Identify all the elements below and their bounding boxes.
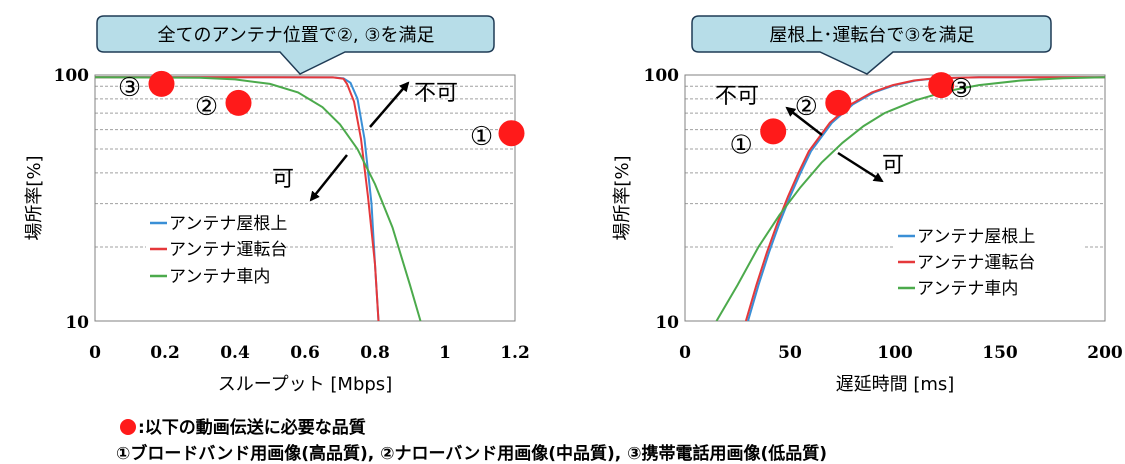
left-x-tick-label: 0 <box>89 343 101 363</box>
right-markers: ① ② ③ <box>730 72 973 160</box>
right-requirement-dot-1 <box>760 118 787 145</box>
left-markers: ① ② ③ <box>118 70 525 152</box>
left-chart: ① ② ③ 100 10 0 0.2 0.4 0.6 0.8 1 1.2 スループット [Mbp… <box>24 15 530 395</box>
right-x-tick-label: 50 <box>778 343 802 363</box>
left-y-tick-100: 100 <box>54 66 90 86</box>
left-requirement-label-1: ① <box>470 122 493 152</box>
red-dot-icon <box>120 419 136 435</box>
left-requirement-label-3: ③ <box>118 73 141 103</box>
left-annotations: 不可 可 <box>272 81 458 202</box>
left-annotation-ng: 不可 <box>414 81 458 106</box>
left-x-axis-label: スループット [Mbps] <box>218 374 392 395</box>
footnote-text-2: ①ブロードバンド用画像(高品質), ②ナローバンド用画像(中品質), ③携帯電話… <box>116 444 828 464</box>
left-y-tick-10: 10 <box>65 313 89 333</box>
left-series-line-2 <box>95 76 380 321</box>
right-x-ticks: 0 50 100 150 200 <box>679 343 1123 363</box>
left-legend: アンテナ屋根上 アンテナ運転台 アンテナ車内 <box>146 208 287 300</box>
right-legend: アンテナ屋根上 アンテナ運転台 アンテナ車内 <box>894 220 1084 308</box>
right-requirement-label-1: ① <box>730 130 753 160</box>
right-legend-label-car: アンテナ車内 <box>917 279 1018 299</box>
right-arrow-ng <box>785 106 823 136</box>
right-y-axis-label: 場所率[%] <box>612 155 633 240</box>
left-arrow-ok <box>309 154 348 202</box>
right-requirement-label-2: ② <box>795 92 818 122</box>
left-series <box>95 76 422 321</box>
left-legend-box <box>146 208 286 300</box>
left-x-tick-label: 1 <box>439 343 451 363</box>
left-callout: 全てのアンテナ位置で②, ③を満足 <box>96 15 495 75</box>
right-annotations: 不可 可 <box>715 84 904 183</box>
left-x-tick-label: 0.4 <box>220 343 250 363</box>
right-legend-label-cab: アンテナ運転台 <box>917 253 1035 273</box>
left-legend-label-car: アンテナ車内 <box>169 267 270 287</box>
footnote-line-1: :以下の動画伝送に必要な品質 <box>120 413 366 438</box>
right-annotation-ok: 可 <box>882 153 904 178</box>
right-plot-frame <box>684 74 1106 322</box>
left-arrow-ng <box>369 81 410 128</box>
left-x-tick-label: 1.2 <box>500 343 530 363</box>
left-y-axis-label: 場所率[%] <box>24 155 45 240</box>
left-requirement-label-2: ② <box>195 92 218 122</box>
left-grid <box>95 85 515 248</box>
right-x-tick-label: 100 <box>877 343 913 363</box>
footnote-line-2: ①ブロードバンド用画像(高品質), ②ナローバンド用画像(中品質), ③携帯電話… <box>116 439 827 464</box>
right-legend-box <box>894 220 1084 308</box>
left-annotation-ok: 可 <box>272 167 294 192</box>
footnote-text-1: :以下の動画伝送に必要な品質 <box>138 418 366 438</box>
right-requirement-label-3: ③ <box>950 74 973 104</box>
right-series-line-2 <box>744 76 1105 321</box>
left-x-tick-label: 0.2 <box>150 343 180 363</box>
right-grid <box>685 85 1105 248</box>
right-y-tick-100: 100 <box>644 66 680 86</box>
left-plot-frame <box>94 74 516 322</box>
right-y-tick-10: 10 <box>655 313 679 333</box>
right-callout-text: 屋根上･運転台で③を満足 <box>769 25 974 46</box>
left-requirement-dot-3 <box>148 70 175 97</box>
left-x-tick-label: 0.6 <box>290 343 320 363</box>
right-requirement-dot-3 <box>928 72 955 99</box>
left-x-tick-label: 0.8 <box>360 343 390 363</box>
right-requirement-dot-2 <box>825 89 852 116</box>
left-legend-label-cab: アンテナ運転台 <box>169 240 287 260</box>
right-annotation-ng: 不可 <box>715 84 759 109</box>
left-series-line-3 <box>95 76 422 321</box>
left-requirement-dot-1 <box>498 120 525 147</box>
left-callout-text: 全てのアンテナ位置で②, ③を満足 <box>158 25 435 46</box>
left-requirement-dot-2 <box>225 89 252 116</box>
right-x-tick-label: 200 <box>1087 343 1123 363</box>
left-x-ticks: 0 0.2 0.4 0.6 0.8 1 1.2 <box>89 343 530 363</box>
right-legend-label-roof: アンテナ屋根上 <box>917 227 1035 247</box>
right-arrow-ok <box>837 151 884 183</box>
right-callout: 屋根上･運転台で③を満足 <box>691 15 1052 75</box>
right-x-tick-label: 150 <box>982 343 1018 363</box>
right-x-tick-label: 0 <box>679 343 691 363</box>
right-x-axis-label: 遅延時間 [ms] <box>836 374 955 395</box>
left-legend-label-roof: アンテナ屋根上 <box>169 214 287 234</box>
right-series-line-3 <box>715 76 1105 321</box>
right-chart: ① ② ③ 100 10 0 50 100 150 200 遅延時間 [ms] 場所率[%]… <box>612 15 1123 395</box>
